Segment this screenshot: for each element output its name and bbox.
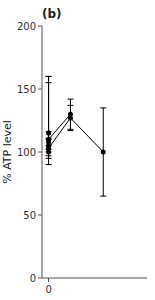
error-bar [46,139,52,164]
series-line [49,114,71,139]
y-tick-label: 200 [17,21,36,32]
y-tick-label: 0 [30,273,36,284]
point [101,150,106,155]
point [68,112,73,117]
y-axis-label: % ATP level [1,120,14,184]
y-axis-line [42,26,43,278]
y-tick-label: 150 [17,84,36,95]
y-tick [38,215,42,216]
error-bar [100,108,106,196]
y-tick [38,278,42,279]
y-tick [38,26,42,27]
point [46,150,51,155]
y-tick [38,89,42,90]
x-tick-label: 0 [45,284,51,295]
title: (b) [42,7,62,21]
x-axis-line [42,278,147,279]
y-tick [38,152,42,153]
plot-area [46,76,107,196]
chart: (b) % ATP level 0 50 100 150 200 0 [0,0,155,300]
error-bar [67,99,73,129]
x-tick [48,278,49,282]
y-tick-label: 100 [17,147,36,158]
y-tick-label: 50 [23,210,36,221]
series-line [49,118,104,152]
